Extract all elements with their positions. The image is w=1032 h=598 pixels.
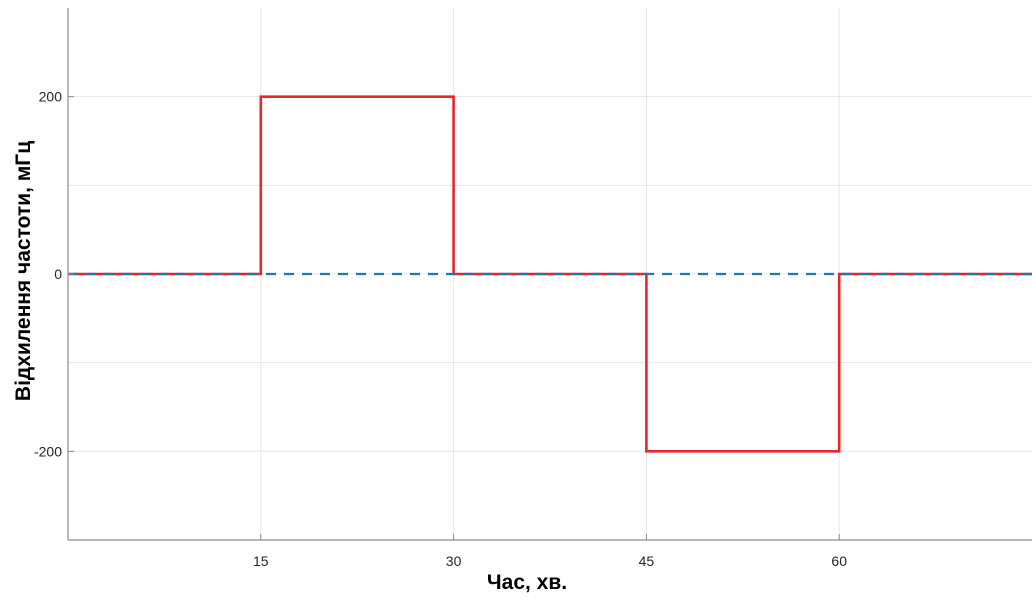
- y-axis-title: Відхилення частоти, мГц: [12, 141, 35, 401]
- tick-labels: 15 30 45 60 -200 0 200: [34, 89, 847, 569]
- axes: [67, 8, 1032, 541]
- series-line-0: [68, 95, 1032, 453]
- x-tick-label: 60: [831, 553, 847, 569]
- y-tick-label: -200: [34, 443, 62, 459]
- y-tick-label: 0: [54, 266, 62, 282]
- x-axis-title: Час, хв.: [487, 571, 567, 594]
- series-layer: [68, 95, 1032, 453]
- x-tick-label: 30: [446, 553, 462, 569]
- x-tick-label: 15: [253, 553, 269, 569]
- y-tick-label: 200: [39, 89, 63, 105]
- x-tick-label: 45: [639, 553, 655, 569]
